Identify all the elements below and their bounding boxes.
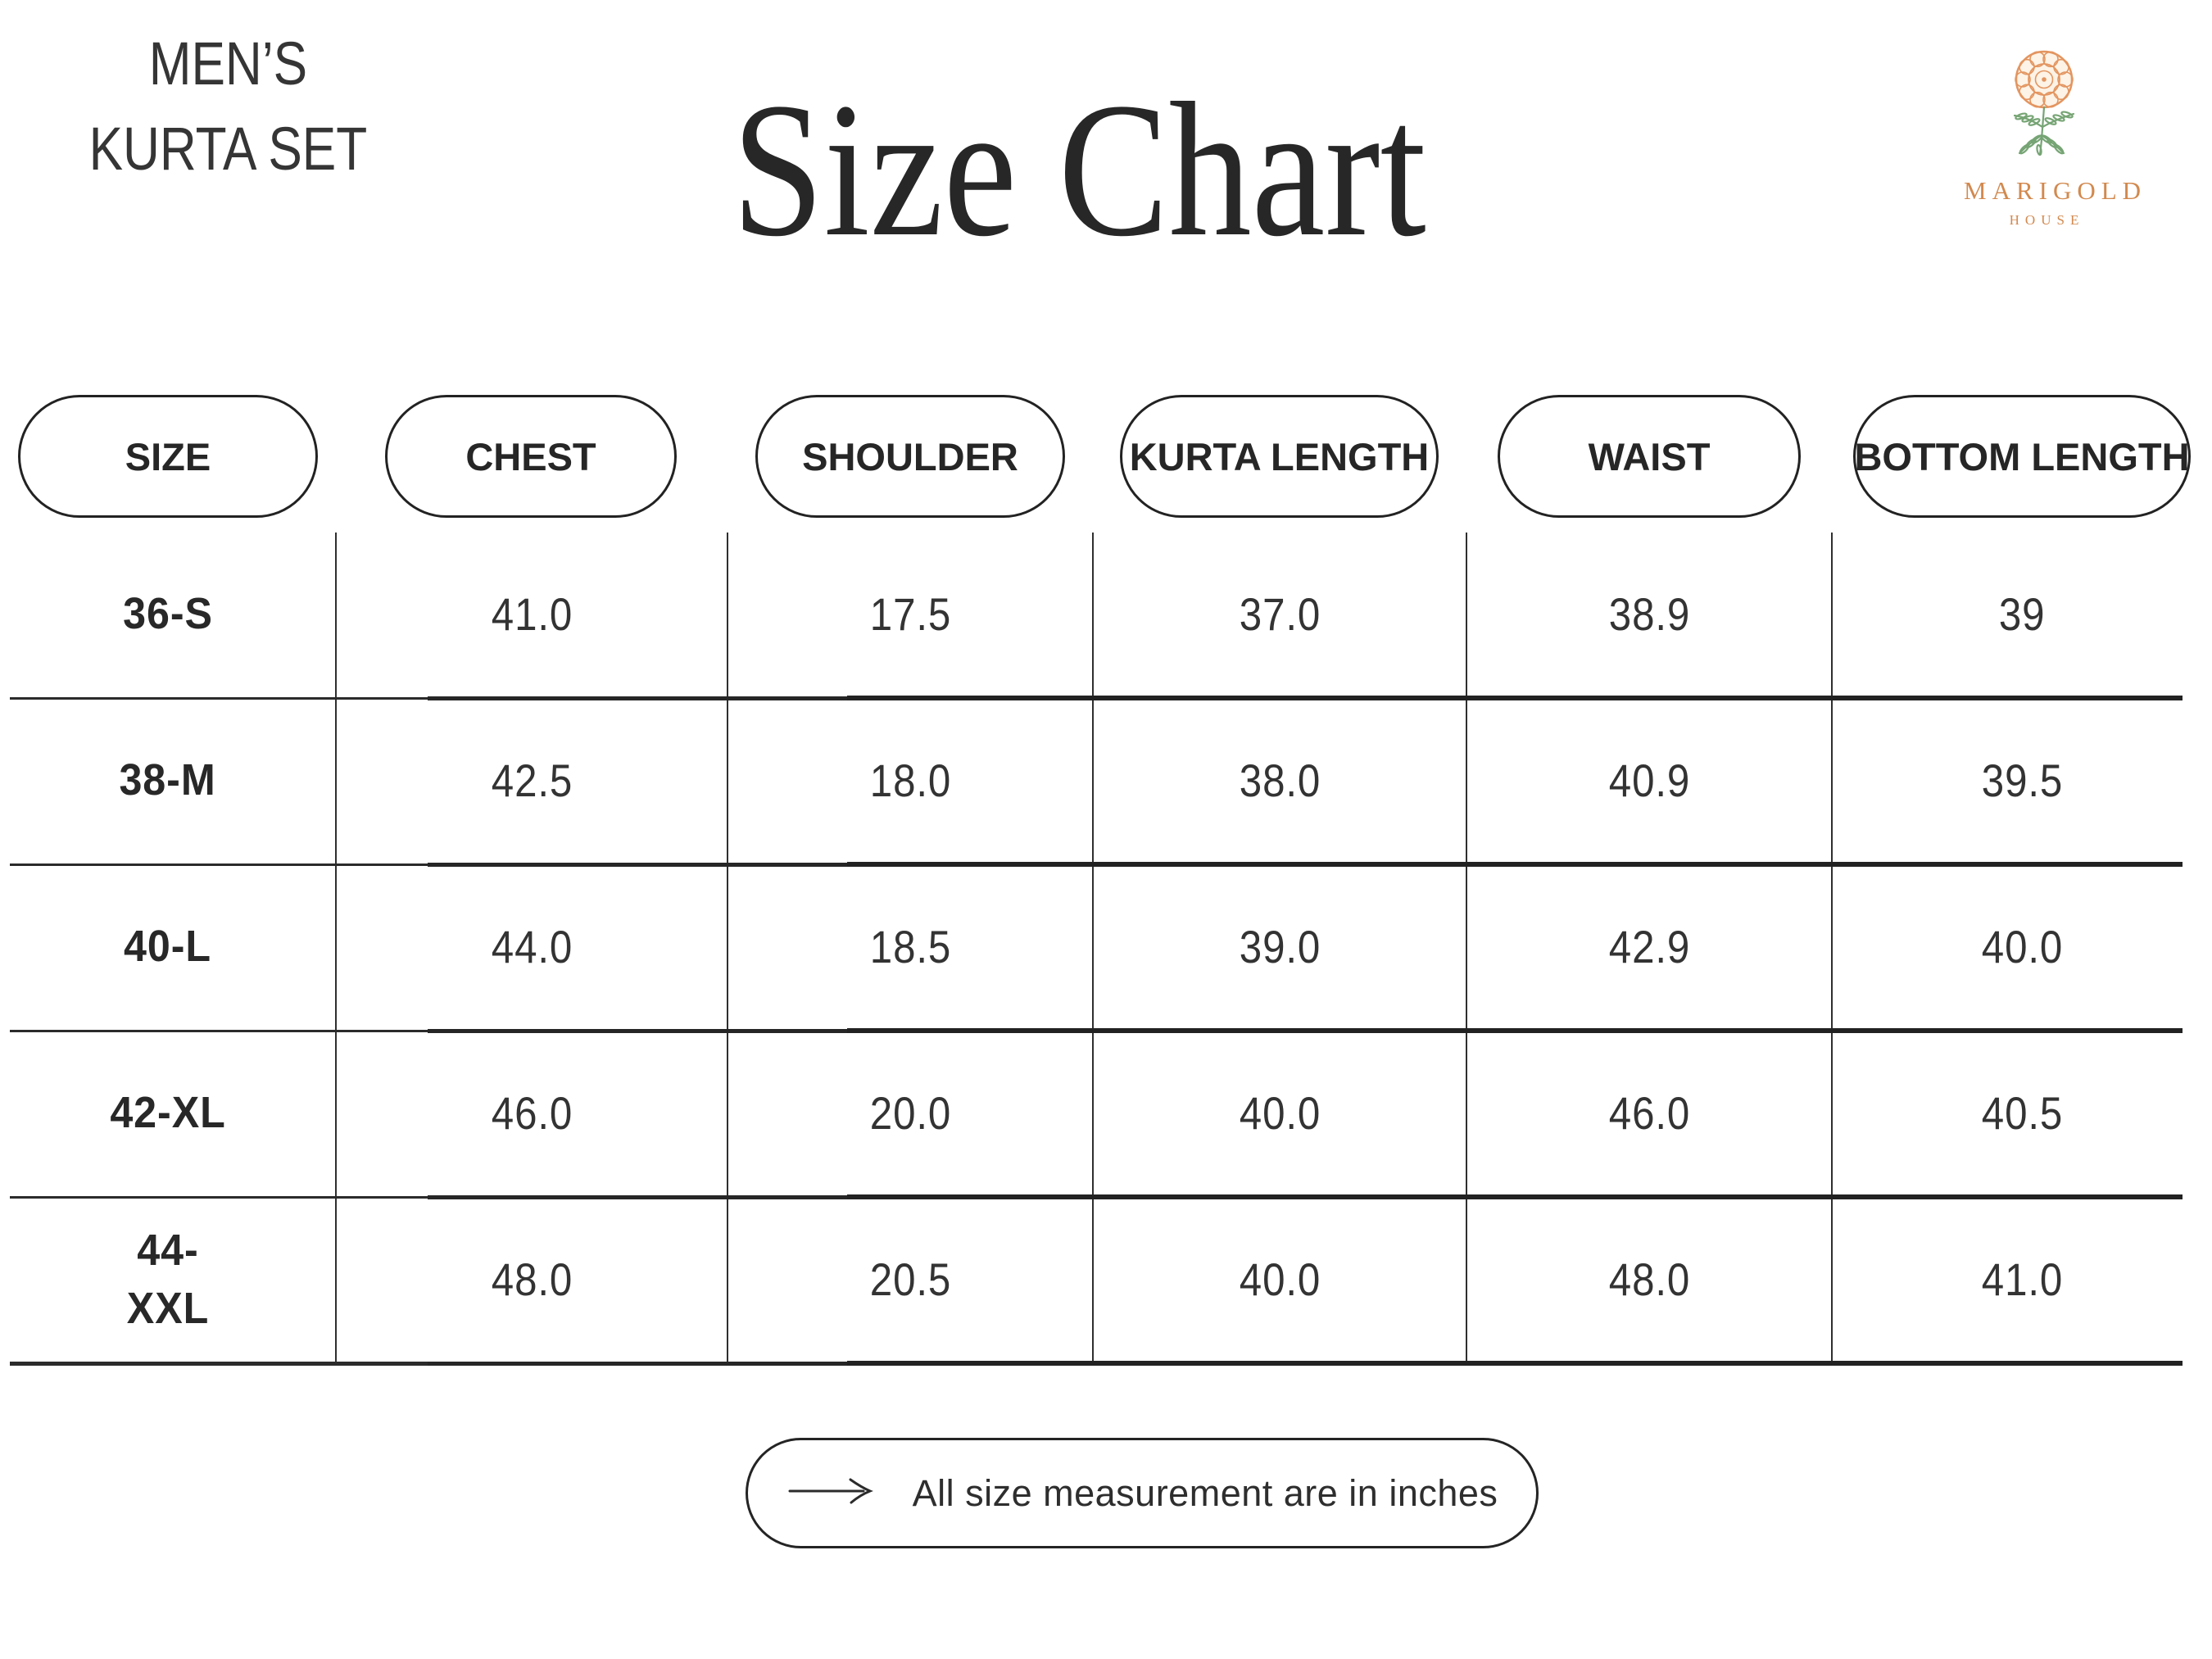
row-separator	[0, 1194, 2212, 1201]
waist-value: 42.9	[1608, 921, 1690, 972]
chest-value: 48.0	[491, 1253, 573, 1305]
right-arrow-icon	[786, 1475, 877, 1511]
kurta-length-value: 37.0	[1239, 588, 1321, 640]
brand-logo: MARIGOLD HOUSE	[1958, 45, 2147, 229]
marigold-flower-icon	[1958, 45, 2130, 168]
col-header-label: SIZE	[125, 434, 211, 478]
size-value: 42-XL	[110, 1088, 226, 1138]
cell-kurta-length: 39.0	[1093, 863, 1466, 1030]
cell-kurta-length: 40.0	[1093, 1030, 1466, 1196]
bottom-length-value: 40.5	[1981, 1087, 2063, 1139]
bottom-length-value: 39.5	[1981, 755, 2063, 806]
shoulder-value: 20.0	[869, 1087, 951, 1139]
shoulder-value: 18.0	[869, 755, 951, 806]
row-separator	[0, 1028, 2212, 1035]
chest-value: 42.5	[491, 755, 573, 806]
cell-size: 44-XXL	[0, 1196, 336, 1362]
product-label: MEN’S KURTA SET	[88, 29, 368, 183]
cell-bottom-length: 39.5	[1832, 697, 2212, 863]
cell-size: 42-XL	[0, 1030, 336, 1196]
cell-waist: 46.0	[1466, 1030, 1832, 1196]
cell-shoulder: 20.0	[728, 1030, 1093, 1196]
table-row: 38-M 42.5 18.0 38.0 40.9 39.5	[0, 697, 2212, 863]
size-value: 38-M	[119, 755, 217, 805]
col-header-pill-bottom-length: BOTTOM LENGTH	[1853, 395, 2191, 518]
waist-value: 48.0	[1608, 1253, 1690, 1305]
kurta-length-value: 38.0	[1239, 755, 1321, 806]
size-value: 44-XXL	[126, 1226, 210, 1333]
size-value: 36-S	[123, 589, 213, 639]
cell-size: 36-S	[0, 531, 336, 697]
waist-value: 46.0	[1608, 1087, 1690, 1139]
column-divider	[727, 533, 728, 1362]
cell-shoulder: 18.0	[728, 697, 1093, 863]
col-header-pill-size: SIZE	[18, 395, 318, 518]
cell-bottom-length: 39	[1832, 531, 2212, 697]
col-header-label: CHEST	[465, 434, 596, 478]
col-header-label: WAIST	[1588, 434, 1711, 478]
col-header-pill-kurta-length: KURTA LENGTH	[1120, 395, 1439, 518]
brand-subname: HOUSE	[2009, 212, 2085, 228]
row-separator	[0, 862, 2212, 868]
cell-chest: 48.0	[336, 1196, 728, 1362]
cell-kurta-length: 38.0	[1093, 697, 1466, 863]
column-divider	[1466, 533, 1467, 1362]
footer-note-text: All size measurement are in inches	[912, 1471, 1498, 1514]
column-divider	[1092, 533, 1094, 1362]
table-row: 44-XXL 48.0 20.5 40.0 48.0 41.0	[0, 1196, 2212, 1362]
table-row: 40-L 44.0 18.5 39.0 42.9 40.0	[0, 863, 2212, 1030]
waist-value: 40.9	[1608, 755, 1690, 806]
cell-size: 38-M	[0, 697, 336, 863]
table-row: 42-XL 46.0 20.0 40.0 46.0 40.5	[0, 1030, 2212, 1196]
cell-shoulder: 20.5	[728, 1196, 1093, 1362]
shoulder-value: 17.5	[869, 588, 951, 640]
cell-shoulder: 18.5	[728, 863, 1093, 1030]
chest-value: 44.0	[491, 921, 573, 972]
bottom-length-value: 39	[1998, 588, 2046, 640]
row-separator	[0, 696, 2212, 702]
row-separator	[0, 1361, 2212, 1367]
cell-kurta-length: 40.0	[1093, 1196, 1466, 1362]
cell-bottom-length: 40.5	[1832, 1030, 2212, 1196]
cell-waist: 40.9	[1466, 697, 1832, 863]
size-value: 40-L	[124, 922, 212, 972]
cell-waist: 48.0	[1466, 1196, 1832, 1362]
cell-bottom-length: 41.0	[1832, 1196, 2212, 1362]
footer-note-pill: All size measurement are in inches	[746, 1438, 1539, 1548]
chest-value: 46.0	[491, 1087, 573, 1139]
col-header-label: BOTTOM LENGTH	[1854, 434, 2190, 478]
bottom-length-value: 40.0	[1981, 921, 2063, 972]
shoulder-value: 18.5	[869, 921, 951, 972]
page-title: Size Chart	[732, 63, 1426, 276]
cell-chest: 44.0	[336, 863, 728, 1030]
chest-value: 41.0	[491, 588, 573, 640]
cell-chest: 41.0	[336, 531, 728, 697]
column-divider	[1831, 533, 1833, 1362]
cell-waist: 38.9	[1466, 531, 1832, 697]
table-row: 36-S 41.0 17.5 37.0 38.9 39	[0, 531, 2212, 697]
cell-chest: 46.0	[336, 1030, 728, 1196]
kurta-length-value: 40.0	[1239, 1087, 1321, 1139]
cell-kurta-length: 37.0	[1093, 531, 1466, 697]
col-header-pill-waist: WAIST	[1498, 395, 1801, 518]
col-header-pill-shoulder: SHOULDER	[755, 395, 1065, 518]
cell-size: 40-L	[0, 863, 336, 1030]
col-header-pill-chest: CHEST	[385, 395, 677, 518]
col-header-label: SHOULDER	[802, 434, 1018, 478]
brand-name: MARIGOLD	[1964, 176, 2147, 205]
kurta-length-value: 40.0	[1239, 1253, 1321, 1305]
cell-shoulder: 17.5	[728, 531, 1093, 697]
cell-waist: 42.9	[1466, 863, 1832, 1030]
kurta-length-value: 39.0	[1239, 921, 1321, 972]
waist-value: 38.9	[1608, 588, 1690, 640]
bottom-length-value: 41.0	[1981, 1253, 2063, 1305]
cell-bottom-length: 40.0	[1832, 863, 2212, 1030]
shoulder-value: 20.5	[869, 1253, 951, 1305]
column-divider	[335, 533, 337, 1362]
col-header-label: KURTA LENGTH	[1129, 434, 1430, 478]
cell-chest: 42.5	[336, 697, 728, 863]
